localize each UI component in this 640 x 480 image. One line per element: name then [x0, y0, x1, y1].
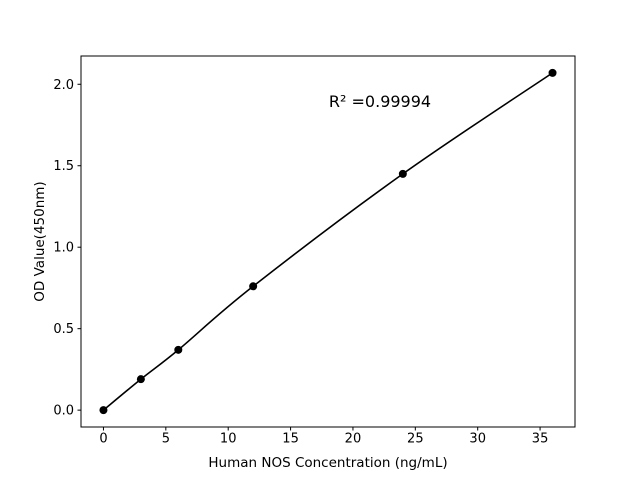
y-tick-label: 1.0: [53, 241, 74, 256]
data-point-marker: [174, 345, 183, 354]
x-tick-label: 5: [162, 432, 170, 447]
x-tick-label: 25: [407, 432, 424, 447]
data-point-marker: [398, 169, 407, 178]
y-tick-label: 0.5: [53, 322, 74, 337]
x-axis-ticks: 0 5 10 15 20 25 30 35: [99, 427, 548, 447]
y-tick-label: 0.0: [53, 404, 74, 419]
data-point-marker: [99, 406, 108, 415]
plot-area-border: [80, 55, 576, 428]
data-point-marker: [136, 375, 145, 384]
x-axis-label: Human NOS Concentration (ng/mL): [208, 455, 447, 471]
y-axis-label: OD Value(450nm): [32, 181, 48, 301]
x-tick-label: 15: [282, 432, 299, 447]
y-tick-label: 2.0: [53, 78, 74, 93]
r-squared-annotation: R² =0.99994: [329, 92, 431, 111]
fit-curve-line: [102, 72, 554, 411]
x-tick-label: 30: [469, 432, 486, 447]
x-tick-label: 35: [532, 432, 549, 447]
y-axis-ticks: 0.0 0.5 1.0 1.5 2.0: [53, 78, 81, 419]
x-tick-label: 10: [220, 432, 237, 447]
y-tick-label: 1.5: [53, 159, 74, 174]
data-point-marker: [249, 282, 258, 291]
data-point-marker: [548, 68, 557, 77]
x-tick-label: 20: [345, 432, 362, 447]
data-points: [99, 68, 557, 415]
x-tick-label: 0: [99, 432, 107, 447]
